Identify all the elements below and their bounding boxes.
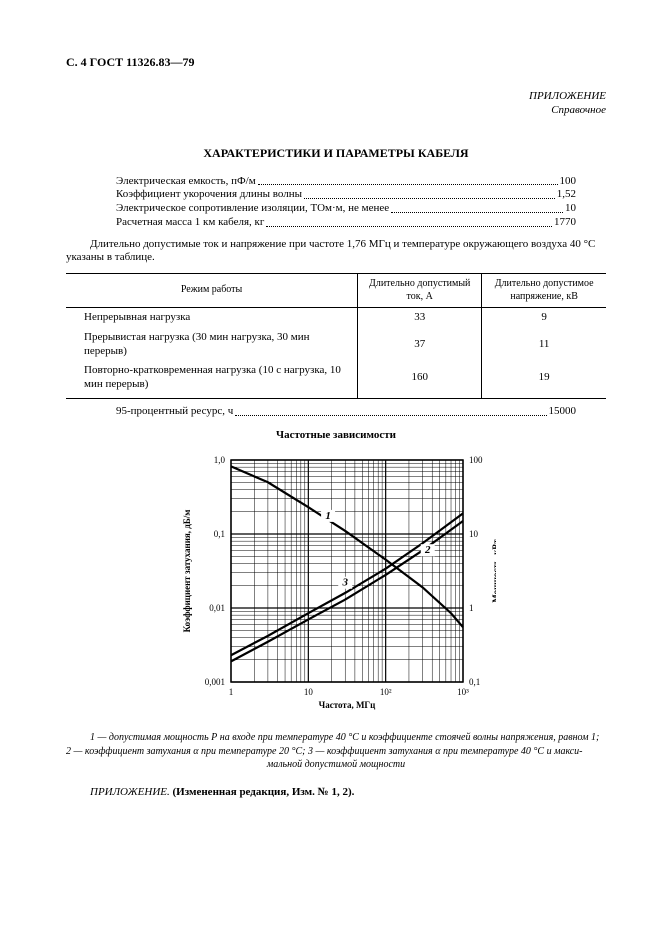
svg-text:Мощность, кВт: Мощность, кВт	[491, 539, 496, 603]
appendix-line1: ПРИЛОЖЕНИЕ	[529, 90, 606, 102]
cell-mode: Прерывистая нагрузка (30 мин нагрузка, 3…	[66, 328, 358, 362]
caption-line-2: мальной допустимой мощности	[66, 758, 606, 772]
chart-title: Частотные зависимости	[66, 429, 606, 443]
svg-text:0,01: 0,01	[209, 603, 225, 613]
param-dots	[304, 185, 555, 199]
chart-wrap: 0,001 0,01 0,1 1,0 0,1 1 10 100 1 10 10² 10³ Частота…	[66, 448, 606, 723]
cell-mode: Непрерывная нагрузка	[66, 308, 358, 328]
svg-text:0,001: 0,001	[205, 677, 225, 687]
appendix-block: ПРИЛОЖЕНИЕ Справочное	[66, 90, 606, 118]
cell-voltage: 11	[482, 328, 606, 362]
svg-text:100: 100	[469, 455, 483, 465]
svg-text:3: 3	[341, 577, 348, 589]
caption-line-1: 2 — коэффициент затухания α при температ…	[66, 745, 606, 759]
cell-current: 160	[358, 361, 482, 398]
param-value: 1770	[554, 216, 576, 230]
cell-mode: Повторно-кратковременная нагрузка (10 с …	[66, 361, 358, 398]
cell-voltage: 19	[482, 361, 606, 398]
chart-caption: 1 — допустимая мощность Р на входе при т…	[66, 731, 606, 772]
svg-text:1: 1	[469, 603, 474, 613]
cell-current: 37	[358, 328, 482, 362]
svg-text:10³: 10³	[457, 687, 469, 697]
table-row: Непрерывная нагрузка339	[66, 308, 606, 328]
svg-text:10: 10	[304, 687, 314, 697]
table-row: Прерывистая нагрузка (30 мин нагрузка, 3…	[66, 328, 606, 362]
svg-text:0,1: 0,1	[214, 529, 225, 539]
page-header: С. 4 ГОСТ 11326.83—79	[66, 55, 606, 70]
changed-line: ПРИЛОЖЕНИЕ. (Измененная редакция, Изм. №…	[66, 786, 606, 800]
svg-text:1,0: 1,0	[214, 455, 226, 465]
param-value: 10	[565, 202, 576, 216]
param-label: Расчетная масса 1 км кабеля, кг	[116, 216, 264, 230]
param-dots	[266, 213, 552, 227]
changed-text: (Измененная редакция, Изм. № 1, 2).	[170, 786, 355, 798]
param-label: Коэффициент укорочения длины волны	[116, 188, 302, 202]
param-dots	[391, 199, 563, 213]
svg-text:10: 10	[469, 529, 479, 539]
svg-text:10²: 10²	[380, 687, 392, 697]
chart-svg: 0,001 0,01 0,1 1,0 0,1 1 10 100 1 10 10² 10³ Частота…	[176, 448, 496, 718]
caption-line-0: 1 — допустимая мощность Р на входе при т…	[66, 731, 606, 745]
param-label: Электрическая емкость, пФ/м	[116, 175, 256, 189]
appendix-line2: Справочное	[551, 104, 606, 116]
params-block: Электрическая емкость, пФ/м 100 Коэффициен…	[116, 175, 576, 230]
svg-text:Частота, МГц: Частота, МГц	[319, 700, 377, 710]
table-row: Повторно-кратковременная нагрузка (10 с …	[66, 361, 606, 398]
svg-text:0,1: 0,1	[469, 677, 480, 687]
note-text: Длительно допустимые ток и напряжение пр…	[66, 238, 606, 266]
svg-text:Коэффициент затухания, дБ/м: Коэффициент затухания, дБ/м	[182, 510, 192, 633]
page-header-text: С. 4 ГОСТ 11326.83—79	[66, 55, 195, 69]
main-title: ХАРАКТЕРИСТИКИ И ПАРАМЕТРЫ КАБЕЛЯ	[66, 146, 606, 161]
modes-table: Режим работы Длительно допустимый ток, А…	[66, 273, 606, 399]
param-line: Расчетная масса 1 км кабеля, кг 1770	[116, 216, 576, 230]
cell-current: 33	[358, 308, 482, 328]
resource-value: 15000	[549, 405, 577, 419]
svg-text:2: 2	[424, 544, 431, 556]
svg-text:1: 1	[325, 510, 331, 522]
cell-voltage: 9	[482, 308, 606, 328]
resource-line: 95-процентный ресурс, ч 15000	[116, 405, 576, 419]
th-current: Длительно допустимый ток, А	[358, 274, 482, 308]
th-mode: Режим работы	[66, 274, 358, 308]
changed-label: ПРИЛОЖЕНИЕ.	[90, 786, 170, 798]
param-value: 100	[560, 175, 577, 189]
th-voltage: Длительно допустимое напряжение, кВ	[482, 274, 606, 308]
param-dots	[258, 172, 558, 186]
resource-label: 95-процентный ресурс, ч	[116, 405, 233, 419]
svg-text:1: 1	[229, 687, 234, 697]
resource-dots	[235, 402, 546, 416]
